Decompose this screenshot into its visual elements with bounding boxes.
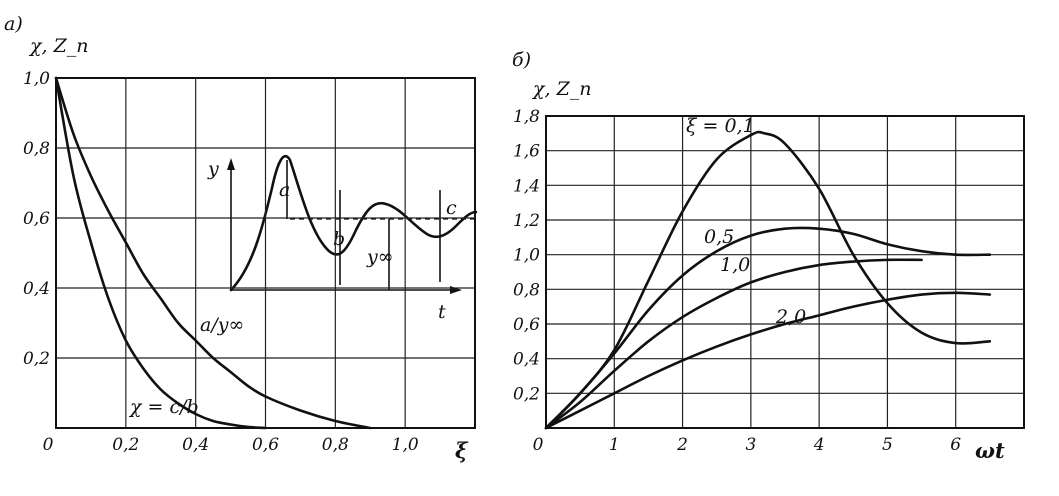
panel-a-ylabel: χ, Z_n (28, 35, 89, 57)
panel-b-y-tick-label: 1,4 (513, 176, 540, 196)
panel-a-y-tick-label: 0,2 (23, 349, 50, 369)
panel-b-y-tick-label: 0,8 (513, 280, 540, 300)
panel-b-x-tick-label: 5 (882, 435, 893, 455)
panel-a-y-tick-label: 0,4 (23, 279, 50, 299)
panel-a-label: а) (4, 13, 23, 35)
panel-b-x-tick-label: 1 (609, 435, 620, 455)
panel-b-y-tick-label: 0,6 (513, 315, 540, 335)
panel-b-xlabel: ωt (975, 438, 1005, 463)
panel-b-plot-frame (545, 115, 1025, 429)
panel-a-y-tick-label: 1,0 (23, 69, 50, 89)
panel-a-series-line-1 (54, 76, 372, 430)
panel-a-x-tick-label: 0,8 (322, 435, 349, 455)
panel-a-x-tick-label: 0 (43, 435, 54, 455)
panel-b-plot: 0 1 2 3 4 5 6 1,8 1,6 1,4 1,2 1,0 0,8 0,6 0,4 0,2 (513, 107, 1025, 455)
panel-a-plot: 0 0,2 0,4 0,6 0,8 1,0 1,0 0,8 0,6 0,4 0,2 (23, 69, 476, 455)
panel-a-x-tick-label: 1,0 (392, 435, 419, 455)
panel-a-y-tick-label: 0,6 (23, 209, 50, 229)
panel-b-series-line-1 (544, 226, 992, 430)
panel-b-x-tick-label: 3 (745, 435, 756, 455)
panel-b-y-tick-label: 1,6 (513, 142, 540, 162)
series-label-xi01: ξ = 0,1 (686, 115, 755, 137)
panel-b-y-tick-label: 1,8 (513, 107, 540, 127)
panel-b-series-line-3 (544, 291, 992, 430)
inset-annotation-c: c (446, 197, 457, 219)
panel-a-x-tick-label: 0,2 (112, 435, 139, 455)
panel-a-x-tick-label: 0,6 (252, 435, 279, 455)
panel-b-y-tick-label: 1,2 (513, 211, 540, 231)
panel-a-y-tick-label: 0,8 (23, 139, 50, 159)
series-label-a-y: a/y∞ (200, 314, 244, 336)
panel-b-x-tick-label: 2 (676, 435, 688, 455)
panel-b-x-tick-label: 4 (813, 435, 825, 455)
inset-schematic (227, 154, 478, 294)
series-label-10: 1,0 (720, 254, 750, 276)
panel-b-series-line-2 (544, 258, 923, 430)
inset-ylabel: y (207, 158, 219, 180)
inset-annotation-yinf: y∞ (366, 246, 394, 268)
panel-a-xlabel: ξ (455, 438, 469, 463)
series-label-05: 0,5 (704, 226, 734, 248)
panel-a-series-line-0 (54, 76, 267, 430)
series-label-20: 2,0 (775, 306, 806, 328)
inset-response-curve (229, 154, 478, 292)
inset-xlabel: t (438, 301, 446, 323)
series-label-chi: χ = c/b (128, 396, 199, 418)
inset-t-arrow (450, 286, 462, 294)
panel-b-x-tick-label: 0 (533, 435, 544, 455)
panel-a-x-tick-label: 0,4 (182, 435, 209, 455)
panel-b-y-tick-label: 1,0 (513, 246, 540, 266)
panel-b-series-line-0 (544, 130, 992, 430)
panel-b-y-tick-label: 0,2 (513, 384, 540, 404)
panel-b-y-tick-label: 0,4 (513, 350, 540, 370)
inset-y-arrow (227, 158, 235, 170)
panel-b-ylabel: χ, Z_n (531, 78, 592, 100)
panel-b-x-tick-label: 6 (950, 435, 961, 455)
inset-annotation-b: b (333, 228, 345, 250)
inset-annotation-a: a (279, 179, 290, 201)
panel-b-label: б) (512, 49, 531, 71)
